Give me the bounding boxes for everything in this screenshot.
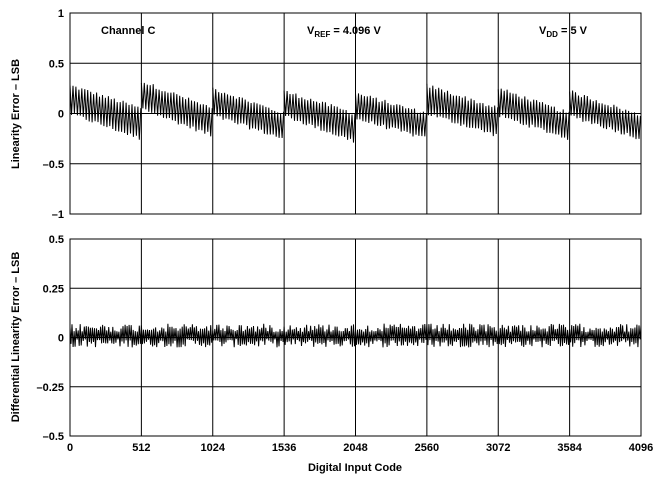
x-tick-label: 512 [132, 442, 150, 454]
bottom-x-tick-labels: 0 512 1024 1536 2048 2560 3072 3584 4096 [67, 442, 653, 454]
bottom-y-axis-title: Differential Linearity Error – LSB [10, 252, 22, 423]
y-tick-label: –0.5 [43, 431, 64, 443]
bottom-series [69, 323, 642, 348]
vref-subscript: REF [314, 30, 330, 39]
top-y-tick-labels: 1 0.5 0 –0.5 –1 [43, 8, 64, 221]
series-line [69, 82, 641, 143]
x-tick-label: 1024 [201, 442, 226, 454]
x-tick-label: 1536 [272, 442, 296, 454]
bottom-plot-frame [69, 238, 642, 437]
top-gridlines [70, 13, 641, 214]
vref-symbol: V [307, 25, 315, 37]
y-tick-label: –0.5 [43, 159, 64, 171]
vdd-symbol: V [539, 25, 547, 37]
vdd-annotation: VDD = 5 V [539, 25, 588, 39]
x-axis-title: Digital Input Code [308, 462, 402, 474]
vdd-value: = 5 V [558, 25, 588, 37]
y-tick-label: –0.25 [36, 382, 64, 394]
vref-value: = 4.096 V [330, 25, 381, 37]
channel-annotation: Channel C [101, 25, 155, 37]
series-line [69, 323, 642, 348]
y-tick-label: 0.5 [49, 58, 64, 70]
y-tick-label: 0.25 [43, 283, 64, 295]
differential-linearity-error-chart: 0.5 0.25 0 –0.25 –0.5 0 512 1024 1536 2048 2560 30… [10, 234, 653, 474]
top-y-axis-title: Linearity Error – LSB [10, 59, 22, 169]
y-tick-label: 0 [58, 333, 64, 345]
y-tick-label: 1 [58, 8, 64, 20]
y-tick-label: 0.5 [49, 234, 64, 246]
vdd-subscript: DD [546, 30, 558, 39]
x-tick-label: 3072 [486, 442, 510, 454]
x-tick-label: 2560 [415, 442, 439, 454]
x-tick-label: 3584 [557, 442, 582, 454]
y-tick-label: –1 [52, 209, 64, 221]
x-tick-label: 2048 [343, 442, 367, 454]
vref-annotation: VREF = 4.096 V [307, 25, 381, 39]
linearity-error-chart: 1 0.5 0 –0.5 –1 Linearity Error – LSB Channe… [10, 8, 642, 221]
top-series [69, 82, 641, 143]
y-tick-label: 0 [58, 109, 64, 121]
x-tick-label: 0 [67, 442, 73, 454]
top-plot-frame [69, 12, 642, 215]
x-tick-label: 4096 [629, 442, 653, 454]
bottom-y-tick-labels: 0.5 0.25 0 –0.25 –0.5 [36, 234, 64, 443]
